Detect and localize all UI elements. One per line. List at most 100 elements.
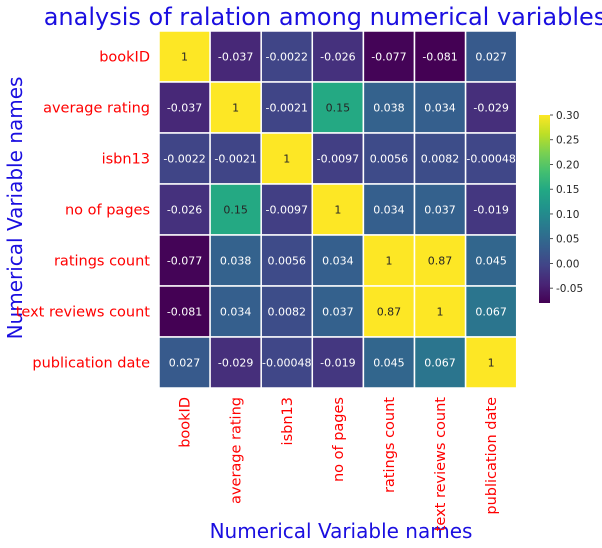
heatmap-cell: [464, 30, 518, 83]
cell-value-label: -0.077: [167, 255, 202, 268]
heatmap-cell: [260, 183, 314, 236]
cell-value-label: 1: [283, 153, 290, 166]
heatmap-cell: [413, 81, 467, 134]
cell-value-label: -0.00048: [466, 153, 515, 166]
row-tick-label: average rating: [43, 101, 150, 117]
cell-value-label: -0.0022: [163, 153, 205, 166]
heatmap-cell: [260, 132, 314, 185]
cell-value-label: 1: [232, 102, 239, 115]
cell-value-label: 0.034: [373, 204, 405, 217]
cell-value-label: -0.0021: [266, 102, 308, 115]
cell-value-label: 0.037: [322, 306, 354, 319]
cell-value-label: -0.026: [320, 51, 355, 64]
colorbar-tick-label: -0.05: [556, 283, 583, 295]
cell-value-label: 0.034: [220, 306, 252, 319]
cell-value-label: 0.034: [322, 255, 354, 268]
cell-value-label: -0.029: [473, 102, 508, 115]
cell-value-label: -0.081: [422, 51, 457, 64]
column-tick-label: average rating: [229, 397, 245, 504]
cell-value-label: 0.0056: [268, 255, 307, 268]
cell-value-label: 1: [437, 306, 444, 319]
cell-value-label: -0.026: [167, 204, 202, 217]
cell-value-label: 0.038: [220, 255, 252, 268]
column-tick-label: isbn13: [280, 397, 296, 445]
cell-value-label: 1: [181, 51, 188, 64]
heatmap-cell: [464, 183, 518, 236]
heatmap-cell: [311, 285, 365, 338]
column-tick-label: bookID: [178, 397, 194, 448]
colorbar-tick-label: 0.30: [556, 110, 579, 122]
cell-value-label: -0.037: [218, 51, 253, 64]
column-tick-label: publication date: [484, 397, 500, 515]
cell-value-label: 0.15: [326, 102, 351, 115]
cell-value-label: 0.87: [377, 306, 402, 319]
cell-value-label: 0.045: [475, 255, 507, 268]
cell-value-label: 0.0082: [268, 306, 307, 319]
row-tick-label: publication date: [32, 356, 150, 372]
cell-value-label: 0.067: [424, 357, 456, 370]
heatmap-cell: [413, 336, 467, 389]
heatmap-cell: [464, 285, 518, 338]
cell-value-label: 1: [488, 357, 495, 370]
heatmap-cell: [209, 234, 262, 287]
cell-value-label: 0.87: [428, 255, 453, 268]
heatmap-cell: [362, 81, 416, 134]
column-tick-label: ratings count: [382, 397, 398, 493]
cell-value-label: 0.027: [169, 357, 201, 370]
cell-value-label: -0.037: [167, 102, 202, 115]
colorbar-tick-label: 0.25: [556, 135, 579, 147]
cell-value-label: -0.019: [320, 357, 355, 370]
cell-value-label: -0.081: [167, 306, 202, 319]
heatmap-cell: [209, 336, 262, 389]
cell-value-label: -0.0021: [214, 153, 256, 166]
cell-value-label: 0.0056: [370, 153, 409, 166]
cell-value-label: -0.077: [371, 51, 406, 64]
cell-value-label: 0.0082: [421, 153, 460, 166]
colorbar-tick-label: 0.15: [556, 184, 579, 196]
cell-value-label: 0.045: [373, 357, 405, 370]
cell-value-label: -0.00048: [262, 357, 311, 370]
column-tick-label: no of pages: [331, 397, 347, 482]
colorbar-tick-label: 0.20: [556, 159, 579, 171]
heatmap-cell: [209, 183, 262, 236]
colorbar: 0.30 0.25 0.20 0.15 0.10 0.05 0.00 -0.05: [539, 110, 583, 303]
row-tick-label: no of pages: [65, 203, 150, 219]
column-tick-label: text reviews count: [433, 397, 449, 532]
cell-value-label: 0.037: [424, 204, 456, 217]
cell-value-label: -0.019: [473, 204, 508, 217]
heatmap-cells: 1 -0.037 -0.0022 -0.026 -0.077 -0.081 0.027 -0.…: [158, 30, 518, 389]
cell-value-label: 1: [385, 255, 392, 268]
heatmap-cell: [260, 285, 314, 338]
heatmap-cell: [209, 81, 262, 134]
cell-value-label: -0.0022: [266, 51, 308, 64]
heatmap-cell: [464, 132, 518, 185]
colorbar-gradient: [539, 115, 550, 303]
row-tick-labels: bookID average rating isbn13 no of pages rat…: [16, 50, 151, 372]
heatmap-cell: [413, 285, 467, 338]
y-axis-label: Numerical Variable names: [3, 77, 27, 340]
cell-value-label: 1: [334, 204, 341, 217]
cell-value-label: -0.0097: [317, 153, 359, 166]
heatmap-cell: [311, 336, 365, 389]
heatmap-cell: [260, 81, 314, 134]
heatmap-cell: [260, 30, 314, 83]
heatmap-cell: [464, 336, 518, 389]
chart-title: analysis of ralation among numerical var…: [44, 3, 602, 31]
row-tick-label: ratings count: [54, 254, 150, 270]
column-tick-labels: bookID average rating isbn13 no of pages rat…: [178, 397, 501, 532]
heatmap-cell: [158, 30, 211, 83]
heatmap-cell: [260, 336, 314, 389]
heatmap-cell: [464, 81, 518, 134]
cell-value-label: 0.038: [373, 102, 405, 115]
colorbar-tick-label: 0.00: [556, 258, 579, 270]
row-tick-label: bookID: [99, 50, 150, 66]
heatmap-cell: [158, 81, 211, 134]
heatmap-cell: [311, 183, 365, 236]
heatmap-cell: [158, 336, 211, 389]
x-axis-label: Numerical Variable names: [210, 519, 473, 543]
heatmap-cell: [362, 132, 416, 185]
heatmap-cell: [209, 30, 262, 83]
cell-value-label: 0.034: [424, 102, 456, 115]
heatmap-cell: [311, 132, 365, 185]
